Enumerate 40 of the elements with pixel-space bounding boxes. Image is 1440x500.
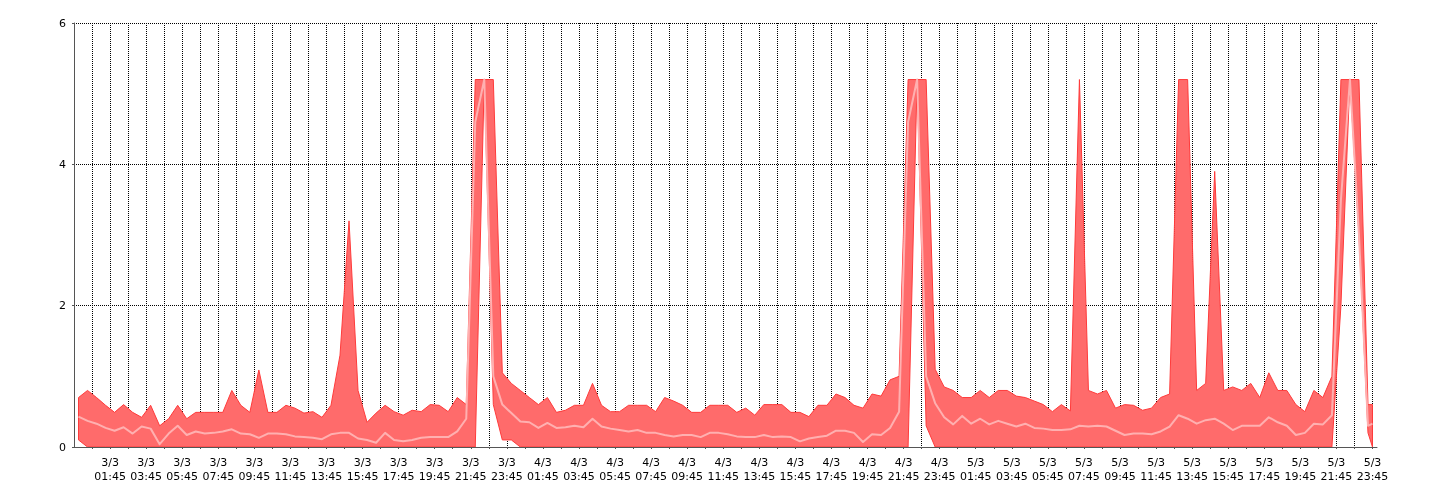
x-tick-label: 3/3 09:45: [238, 455, 271, 483]
y-tick-label: 4: [59, 157, 66, 171]
x-tick-label: 3/3 21:45: [454, 455, 487, 483]
x-tick-label: 4/3 09:45: [671, 455, 704, 483]
y-tick-label: 0: [59, 440, 66, 454]
x-tick-label: 3/3 05:45: [166, 455, 199, 483]
x-tick-label: 4/3 15:45: [779, 455, 812, 483]
x-tick-label: 4/3 01:45: [527, 455, 559, 483]
x-tick-label: 3/3 15:45: [346, 455, 379, 483]
y-tick-label: 2: [59, 299, 66, 313]
x-tick-label: 5/3 17:45: [1248, 455, 1281, 483]
x-tick-label: 3/3 01:45: [94, 455, 126, 483]
x-tick-label: 5/3 15:45: [1212, 455, 1245, 483]
x-tick-label: 5/3 21:45: [1320, 455, 1353, 483]
x-tick-label: 4/3 13:45: [743, 455, 776, 483]
x-tick-label: 3/3 13:45: [310, 455, 343, 483]
x-tick-label: 4/3 03:45: [563, 455, 595, 483]
x-tick-label: 3/3 07:45: [202, 455, 235, 483]
x-tick-label: 3/3 19:45: [418, 455, 451, 483]
x-tick-label: 5/3 13:45: [1176, 455, 1208, 483]
x-tick-label: 5/3 09:45: [1104, 455, 1136, 483]
y-tick-label: 6: [59, 16, 66, 30]
x-tick-label: 5/3 11:45: [1140, 455, 1172, 483]
x-tick-label: 4/3 23:45: [923, 455, 956, 483]
x-tick-label: 4/3 21:45: [887, 455, 920, 483]
x-tick-label: 4/3 05:45: [599, 455, 631, 483]
x-tick-label: 5/3 05:45: [1032, 455, 1064, 483]
x-tick-label: 5/3 03:45: [995, 455, 1028, 483]
x-tick-label: 3/3 17:45: [382, 455, 415, 483]
x-tick-label: 4/3 17:45: [815, 455, 848, 483]
x-tick-label: 5/3 01:45: [959, 455, 992, 483]
x-tick-label: 4/3 11:45: [707, 455, 740, 483]
x-tick-label: 4/3 07:45: [635, 455, 667, 483]
x-tick-label: 3/3 23:45: [490, 455, 523, 483]
x-tick-label: 5/3 23:45: [1356, 455, 1389, 483]
x-tick-label: 3/3 11:45: [274, 455, 307, 483]
x-tick-label: 3/3 03:45: [130, 455, 162, 483]
x-tick-label: 5/3 07:45: [1068, 455, 1100, 483]
x-tick-label: 4/3 19:45: [851, 455, 884, 483]
x-tick-label: 5/3 19:45: [1284, 455, 1317, 483]
